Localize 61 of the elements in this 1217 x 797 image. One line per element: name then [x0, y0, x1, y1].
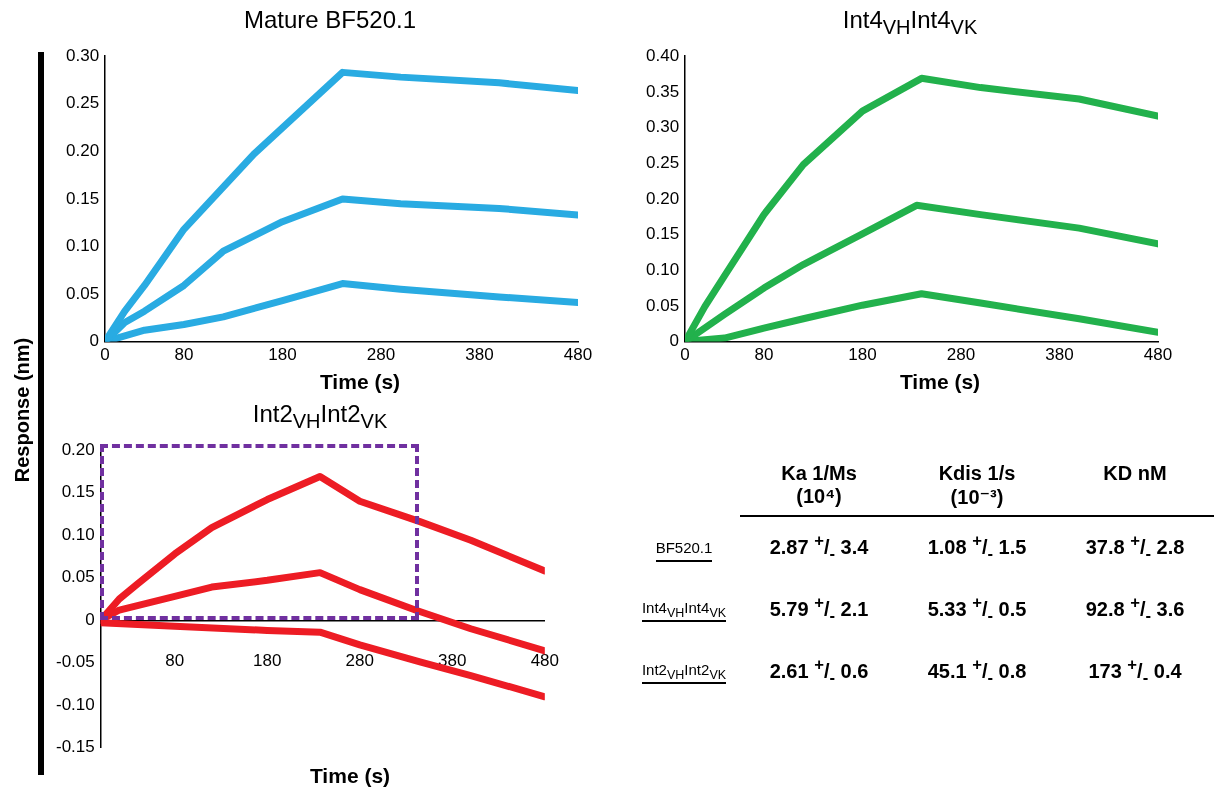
x-axis-title: Time (s) — [898, 370, 982, 394]
x-tick-label: 380 — [465, 345, 494, 365]
x-tick-label: 480 — [530, 651, 560, 671]
y-tick-label: 0.10 — [65, 236, 100, 256]
y-tick-label: 0.40 — [645, 45, 680, 65]
y-tick-label: 0.35 — [645, 81, 680, 101]
text: 2.61 $^{+}$/$_{-}$ 0.6 — [769, 654, 869, 687]
x-tick-label: 280 — [345, 651, 374, 671]
text: 45.1 $^{+}$/$_{-}$ 0.8 — [927, 654, 1027, 687]
x-tick-label: 380 — [438, 651, 467, 671]
y-tick-label: 0 — [669, 331, 680, 351]
x-tick-label: 180 — [848, 345, 877, 365]
y-tick-label: 0.10 — [645, 259, 680, 279]
y-tick-label: 0 — [89, 331, 100, 351]
chart-title: Int2$_{VH}$Int2$_{VK}$ — [251, 400, 389, 434]
category-label: BF520.1 — [655, 538, 713, 556]
text: 2.87 $^{+}$/$_{-}$ 3.4 — [769, 531, 869, 563]
y-tick-label: 0.10 — [61, 524, 95, 544]
y-tick-label: 0.20 — [65, 141, 100, 161]
x-tick-label: 380 — [1045, 345, 1074, 365]
y-tick-label: -0.05 — [56, 652, 95, 672]
category-label: Ka 1/Ms (10⁴) — [780, 462, 858, 508]
x-tick-label: 80 — [165, 651, 185, 671]
category-label: Int4$_{VH}$Int4$_{VK}$ — [641, 598, 727, 620]
y-tick-label: 0.05 — [61, 567, 95, 587]
y-tick-label: 0.25 — [645, 152, 680, 172]
y-tick-label: 0.20 — [61, 439, 95, 459]
x-tick-label: 280 — [366, 345, 396, 365]
chart-title: Int4$_{VH}$Int4$_{VK}$ — [841, 6, 979, 40]
text: 92.8 $^{+}$/$_{-}$ 3.6 — [1085, 592, 1185, 625]
category-label: Kdis 1/s (10⁻³) — [937, 462, 1017, 509]
y-tick-label: 0.05 — [645, 295, 680, 315]
x-axis-title: Time (s) — [318, 370, 402, 394]
y-tick-label: 0.30 — [65, 45, 100, 65]
text: 37.8 $^{+}$/$_{-}$ 2.8 — [1085, 531, 1185, 563]
x-tick-label: 80 — [754, 345, 774, 365]
x-axis-title: Time (s) — [308, 764, 392, 788]
x-tick-label: 80 — [174, 345, 194, 365]
x-tick-label: 480 — [563, 345, 593, 365]
y-tick-label: 0.30 — [645, 117, 680, 137]
y-tick-label: 0 — [85, 609, 95, 629]
x-tick-label: 180 — [268, 345, 297, 365]
x-tick-label: 180 — [253, 651, 282, 671]
y-tick-label: -0.15 — [56, 737, 95, 757]
x-tick-label: 480 — [1143, 345, 1173, 365]
text: 1.08 $^{+}$/$_{-}$ 1.5 — [927, 531, 1027, 563]
y-axis-title: Response (nm) — [10, 337, 34, 483]
y-tick-label: 0.05 — [65, 283, 100, 303]
x-tick-label: 280 — [946, 345, 976, 365]
y-tick-label: -0.10 — [56, 694, 95, 714]
chart-title: Mature BF520.1 — [242, 6, 418, 35]
text: 173 $^{+}$/$_{-}$ 0.4 — [1088, 654, 1182, 687]
text: 5.33 $^{+}$/$_{-}$ 0.5 — [927, 592, 1027, 625]
text: 5.79 $^{+}$/$_{-}$ 2.1 — [769, 592, 869, 625]
y-tick-label: 0.15 — [645, 224, 680, 244]
category-label: Int2$_{VH}$Int2$_{VK}$ — [641, 660, 727, 682]
y-tick-label: 0.15 — [61, 482, 95, 502]
y-tick-label: 0.15 — [65, 188, 100, 208]
category-label: KD nM — [1102, 462, 1168, 485]
y-tick-label: 0.20 — [645, 188, 680, 208]
y-tick-label: 0.25 — [65, 93, 100, 113]
